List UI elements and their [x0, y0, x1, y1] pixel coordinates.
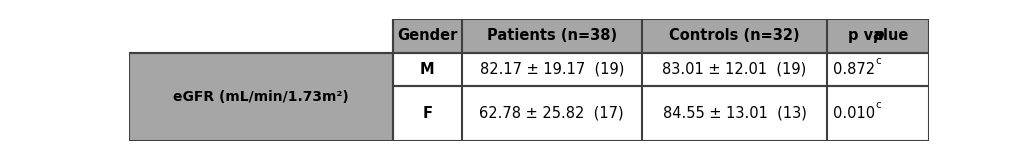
Text: F: F: [422, 106, 432, 121]
Bar: [461, 19, 642, 53]
Text: Gender: Gender: [397, 28, 457, 43]
Text: 82.17 ± 19.17  (19): 82.17 ± 19.17 (19): [480, 62, 624, 77]
Bar: [129, 19, 393, 53]
Text: c: c: [875, 100, 881, 110]
Bar: [828, 19, 929, 53]
Text: Patients (n=38): Patients (n=38): [487, 28, 617, 43]
Bar: [828, 86, 929, 141]
Text: Controls (n=32): Controls (n=32): [669, 28, 800, 43]
Text: c: c: [875, 56, 881, 66]
Text: 84.55 ± 13.01  (13): 84.55 ± 13.01 (13): [663, 106, 806, 121]
Bar: [393, 86, 461, 141]
Text: M: M: [420, 62, 434, 77]
Bar: [129, 53, 393, 141]
Text: 62.78 ± 25.82  (17): 62.78 ± 25.82 (17): [480, 106, 624, 121]
Text: 0.010: 0.010: [834, 106, 875, 121]
Text: 83.01 ± 12.01  (19): 83.01 ± 12.01 (19): [663, 62, 807, 77]
Text: p: p: [873, 28, 883, 43]
Text: p value: p value: [848, 28, 908, 43]
Text: 0.872: 0.872: [834, 62, 875, 77]
Bar: [461, 86, 642, 141]
Bar: [642, 86, 828, 141]
Bar: [461, 53, 642, 86]
Bar: [393, 53, 461, 86]
Bar: [642, 53, 828, 86]
Bar: [642, 19, 828, 53]
Bar: [393, 19, 461, 53]
Text: eGFR (mL/min/1.73m²): eGFR (mL/min/1.73m²): [173, 90, 349, 104]
Bar: [828, 53, 929, 86]
